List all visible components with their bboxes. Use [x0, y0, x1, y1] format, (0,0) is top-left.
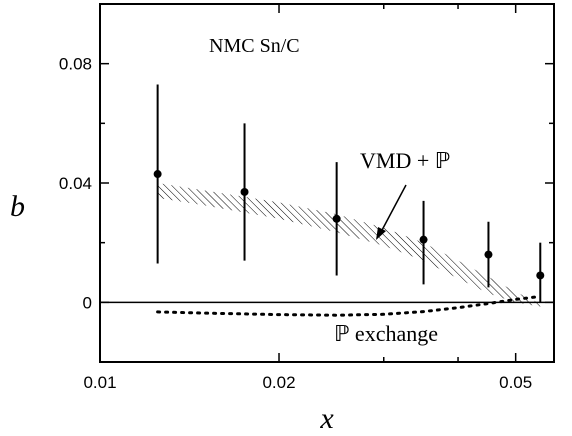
band-label: VMD + ℙ — [360, 148, 450, 173]
pomeron-exchange-line — [156, 294, 542, 317]
data-point — [240, 187, 249, 196]
x-axis-title: x — [319, 402, 334, 435]
y-axis-title: b — [10, 190, 25, 223]
x-tick-label: 0.02 — [262, 373, 295, 392]
data-point — [419, 235, 428, 244]
point-layer — [153, 170, 545, 280]
x-tick-label: 0.01 — [83, 373, 116, 392]
dataset-label: NMC Sn/C — [209, 35, 300, 57]
dotted-label: ℙ exchange — [334, 321, 438, 346]
data-point — [536, 271, 545, 280]
data-point — [332, 214, 341, 223]
vmd-band — [157, 183, 541, 307]
y-tick-label: 0.04 — [59, 174, 92, 193]
band-arrow — [376, 184, 407, 240]
dotted-layer — [156, 294, 542, 317]
y-tick-label: 0 — [83, 293, 92, 312]
ticks-layer: 0 0.04 0.08 0.01 0.02 0.05 — [59, 3, 554, 392]
band-layer — [157, 183, 541, 307]
plot-frame — [99, 3, 555, 363]
y-tick-label: 0.08 — [59, 55, 92, 74]
data-point — [153, 170, 162, 179]
x-tick-label: 0.05 — [499, 373, 532, 392]
data-point — [484, 250, 493, 259]
